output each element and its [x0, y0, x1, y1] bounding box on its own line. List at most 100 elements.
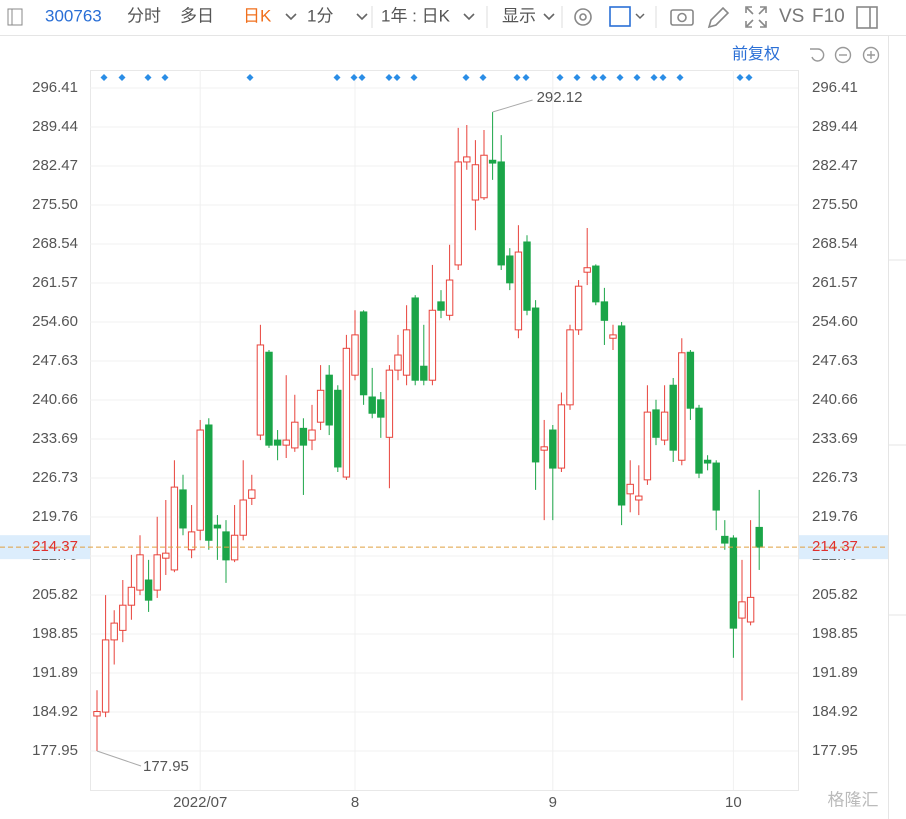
y-tick-label: 289.44 [32, 118, 78, 135]
candle-body [652, 409, 660, 438]
y-tick-label-right: 247.63 [812, 352, 858, 369]
candle-body [359, 311, 368, 396]
candle-body [574, 285, 583, 331]
y-tick-label: 226.73 [32, 469, 78, 486]
chevron[interactable] [463, 13, 475, 21]
event-marker [513, 74, 521, 81]
candle-body [213, 524, 222, 529]
min-pointer [96, 750, 142, 767]
candle-body [488, 159, 497, 164]
period-select[interactable]: 1年 : 日K [381, 6, 451, 25]
event-marker [616, 74, 624, 81]
zoom-in[interactable] [862, 46, 880, 64]
event-marker [350, 74, 358, 81]
vs-button[interactable]: VS [779, 6, 804, 27]
candle-body [385, 369, 394, 438]
y-tick-label-right: 191.89 [812, 664, 858, 681]
zoom-in-sign [867, 51, 875, 59]
color-icon[interactable] [609, 6, 631, 27]
y-tick-label-right: 219.76 [812, 508, 858, 525]
candle-body [437, 301, 445, 311]
tab[interactable]: 1分 [307, 6, 333, 25]
side-panel-icon[interactable] [856, 6, 878, 29]
chevron[interactable] [285, 13, 297, 21]
candle-body [101, 639, 110, 713]
chevron[interactable] [356, 13, 368, 21]
y-tick-label: 261.57 [32, 274, 78, 291]
camera-icon[interactable] [670, 9, 694, 26]
x-tick-label: 10 [725, 794, 742, 811]
event-marker [590, 74, 598, 81]
y-tick-label: 219.76 [32, 508, 78, 525]
candle-body [377, 399, 385, 418]
event-marker [633, 74, 641, 81]
y-tick-label-right: 226.73 [812, 469, 858, 486]
candle-body [299, 427, 308, 446]
plot-frame [90, 70, 799, 791]
y-tick-label: 233.69 [32, 430, 78, 447]
candle-body [282, 439, 290, 446]
adjust-label[interactable]: 前复权 [732, 45, 780, 63]
candle-body [308, 429, 316, 441]
stock-code[interactable]: 300763 [45, 6, 102, 25]
candle-body [695, 407, 703, 474]
settings-icon[interactable] [574, 8, 592, 26]
max-pointer [492, 99, 533, 113]
event-marker [246, 74, 254, 81]
candle-body [540, 446, 548, 451]
y-tick-label: 177.95 [32, 742, 78, 759]
y-tick-label: 198.85 [32, 625, 78, 642]
candle-body [162, 552, 170, 559]
tab-active[interactable]: 日K [243, 6, 272, 25]
settings-icon-core [579, 13, 587, 21]
y-tick-label-right: 275.50 [812, 196, 858, 213]
tab[interactable]: 多日 [180, 6, 214, 25]
chevron[interactable] [635, 13, 645, 20]
candle-body [712, 462, 720, 511]
event-marker [161, 74, 169, 81]
candle-body [256, 344, 265, 436]
candle-body [617, 325, 626, 506]
candle-body [187, 531, 196, 551]
candle-body [678, 352, 686, 461]
tab[interactable]: 分时 [127, 6, 161, 25]
candle-body [179, 489, 187, 529]
x-tick-label: 9 [549, 794, 557, 811]
candle-body [497, 161, 505, 266]
y-tick-label-right: 268.54 [812, 235, 858, 252]
y-tick-label-right: 261.57 [812, 274, 858, 291]
candle-body [351, 334, 359, 376]
candle-body [746, 596, 755, 623]
candle-body [523, 241, 531, 311]
display-select[interactable]: 显示 [502, 6, 536, 25]
candle-body [420, 365, 428, 381]
zoom-out[interactable] [834, 46, 852, 64]
panel-icon[interactable] [7, 8, 23, 26]
pen-icon[interactable] [707, 6, 730, 29]
event-marker [462, 74, 470, 81]
plot: 296.41 296.41 289.44 289.44 282.47 282.47 275.… [0, 70, 888, 811]
event-marker [479, 74, 487, 81]
y-tick-label-right: 184.92 [812, 703, 858, 720]
candle-body [626, 483, 634, 495]
candle-body [93, 711, 101, 717]
reset-icon[interactable] [810, 48, 825, 62]
event-marker [410, 74, 418, 81]
max-label: 292.12 [537, 89, 583, 106]
y-tick-label: 282.47 [32, 157, 78, 174]
candle-body [368, 396, 376, 414]
min-label: 177.95 [143, 758, 189, 775]
y-tick-label-right: 233.69 [812, 430, 858, 447]
fullscreen-icon[interactable] [745, 6, 767, 28]
chevron[interactable] [543, 13, 555, 21]
candle-body [394, 354, 402, 371]
event-marker [100, 74, 108, 81]
candle-body [119, 604, 127, 631]
event-marker [385, 74, 393, 81]
y-tick-label-right: 289.44 [812, 118, 858, 135]
f10-button[interactable]: F10 [812, 6, 845, 27]
y-tick-label-right: 198.85 [812, 625, 858, 642]
candle-body [454, 161, 462, 266]
candle-body [402, 329, 411, 376]
